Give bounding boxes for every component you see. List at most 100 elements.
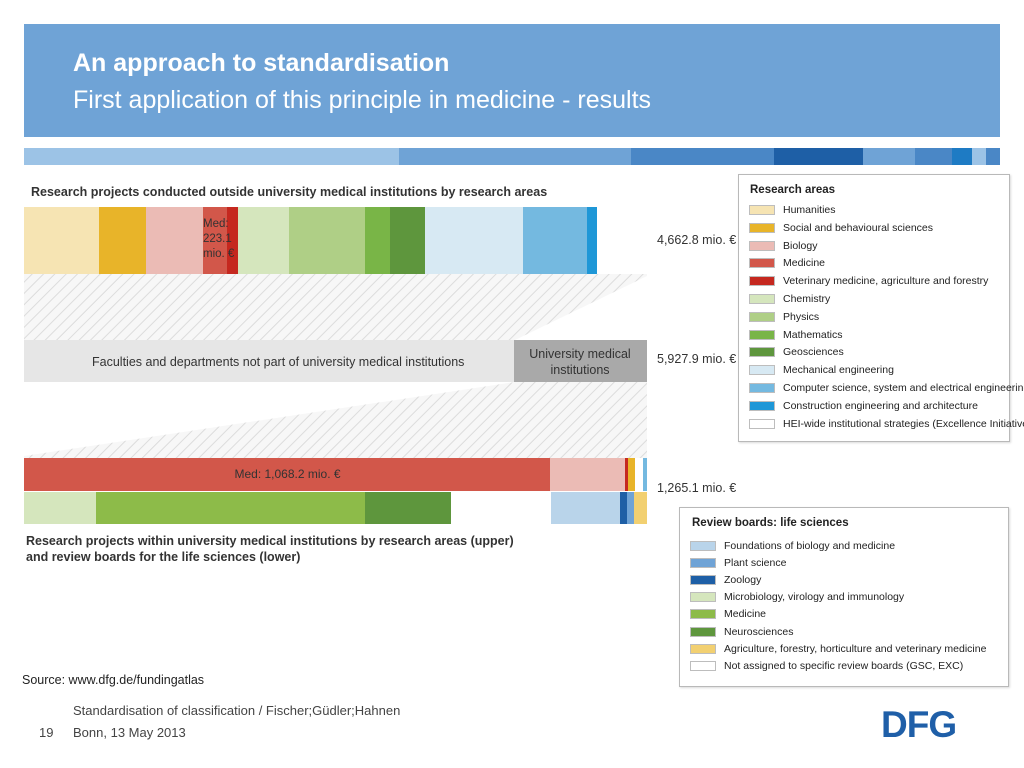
- top-bar-segment-medicine: [202, 207, 228, 274]
- review-board-legend-swatch: [690, 609, 716, 620]
- research-area-legend-item: Computer science, system and electrical …: [749, 382, 1024, 394]
- research-area-legend-label: Biology: [783, 239, 818, 252]
- medical-bar-segment-computer-science-system-and-electrical-engineering: [642, 458, 648, 491]
- bottom-med-label: Med: 1,068.2 mio. €: [234, 467, 341, 481]
- medical-bar-segment-biology: [549, 458, 626, 491]
- research-area-legend-label: Mechanical engineering: [783, 364, 894, 377]
- research-area-legend-swatch: [749, 400, 775, 411]
- research-area-legend-label: Veterinary medicine, agriculture and for…: [783, 275, 989, 288]
- research-areas-legend: Research areas Humanities Social and beha…: [738, 174, 1024, 442]
- lower-connector: [24, 382, 647, 458]
- review-board-legend-swatch: [690, 592, 716, 603]
- research-area-legend-label: Physics: [783, 310, 820, 323]
- research-area-legend-item: Geosciences: [749, 346, 844, 358]
- upper-connector: [24, 274, 647, 340]
- medical-bar-segment-hei-wide-institutional-strategies-excellence-initiative: [634, 458, 644, 491]
- research-area-legend-swatch: [749, 276, 775, 287]
- top-bar-segment-humanities: [24, 207, 100, 274]
- review-board-segment-neurosciences: [364, 492, 452, 524]
- non-medical-label: Faculties and departments not part of un…: [92, 355, 465, 369]
- review-board-legend-swatch: [690, 558, 716, 569]
- slide-title: An approach to standardisation: [73, 49, 450, 77]
- review-board-legend-swatch: [690, 541, 716, 551]
- research-area-legend-item: Physics: [749, 311, 819, 323]
- research-area-legend-swatch: [749, 294, 775, 304]
- stripe-segment: [972, 148, 986, 165]
- review-board-legend-label: Microbiology, virology and immunology: [724, 591, 905, 604]
- research-area-legend-label: Computer science, system and electrical …: [783, 382, 1024, 394]
- medical-research-area-bar: [24, 458, 648, 491]
- slide-header: [24, 24, 1000, 137]
- medical-label-line1: University medical: [529, 347, 631, 361]
- review-board-segment-zoology: [620, 492, 628, 524]
- research-area-legend-item: HEI-wide institutional strategies (Excel…: [749, 418, 1024, 430]
- footer-date: Bonn, 13 May 2013: [73, 725, 186, 740]
- research-area-legend-swatch: [749, 205, 775, 215]
- top-med-label-line3: mio. €: [203, 248, 235, 260]
- stripe-segment: [774, 148, 863, 165]
- top-bar-segment-hei-wide-institutional-strategies-excellence-initiative: [597, 207, 648, 274]
- research-area-legend-label: Social and behavioural sciences: [783, 221, 934, 234]
- review-board-legend-item: Plant science: [690, 557, 786, 569]
- review-board-legend-swatch: [690, 626, 716, 637]
- stripe-segment: [986, 148, 1000, 165]
- research-area-legend-label: Medicine: [783, 257, 826, 270]
- stripe-segment: [631, 148, 774, 165]
- top-med-label-line1: Med:: [203, 218, 229, 230]
- chart-title: Research projects conducted outside univ…: [31, 185, 548, 199]
- research-area-legend-item: Social and behavioural sciences: [749, 222, 933, 234]
- bottom-caption-line1: Research projects within university medi…: [26, 534, 514, 548]
- research-area-legend-item: Mathematics: [749, 329, 843, 341]
- stripe-segment: [24, 148, 399, 165]
- review-board-legend-swatch: [690, 660, 716, 671]
- medical-bar-segment-social-and-behavioural-sciences: [627, 458, 636, 491]
- review-board-legend-swatch: [690, 575, 716, 586]
- research-area-legend-label: Humanities: [783, 204, 836, 216]
- total-funding-bar: [24, 340, 648, 382]
- review-board-segment-foundations-of-biology-and-medicine: [551, 492, 621, 524]
- review-board-legend-item: Not assigned to specific review boards (…: [690, 660, 963, 672]
- top-bar-segment-mechanical-engineering: [425, 207, 524, 274]
- review-board-segment-agriculture-forestry-horticulture-and-veterinary-medicine: [634, 492, 648, 524]
- research-area-legend-item: Medicine: [749, 257, 825, 269]
- review-board-legend-label: Medicine: [724, 608, 767, 621]
- research-area-legend-label: Construction engineering and architectur…: [783, 399, 978, 412]
- total-bar-segment-non-medical: [24, 340, 515, 382]
- research-area-legend-swatch: [749, 222, 775, 233]
- top-bar-segment-social-and-behavioural-sciences: [99, 207, 147, 274]
- top-bar-segment-veterinary-medicine-agriculture-and-forestry: [226, 207, 239, 274]
- bottom-caption: Research projects within university medi…: [26, 533, 514, 565]
- review-board-segment-plant-science: [627, 492, 635, 524]
- total-bar-segment-medical-institutions: [514, 340, 648, 382]
- research-area-legend-swatch: [749, 347, 775, 358]
- top-bar-segment-geosciences: [389, 207, 426, 274]
- slide-subtitle: First application of this principle in m…: [73, 86, 652, 114]
- review-board-legend-item: Foundations of biology and medicine: [690, 540, 895, 552]
- research-area-legend-swatch: [749, 240, 775, 251]
- review-board-segment-medicine: [95, 492, 366, 524]
- review-board-segment-microbiology-virology-and-immunology: [24, 492, 97, 524]
- research-area-legend-item: Veterinary medicine, agriculture and for…: [749, 275, 988, 287]
- dfg-logo: DFG: [881, 704, 957, 745]
- decorative-stripe: [24, 148, 1000, 165]
- review-board-legend-item: Microbiology, virology and immunology: [690, 591, 904, 603]
- review-board-legend-label: Zoology: [724, 574, 762, 587]
- total-bar-label: 5,927.9 mio. €: [657, 352, 737, 366]
- medical-institutions-label: University medical institutions: [520, 346, 640, 378]
- review-board-legend-label: Plant science: [724, 557, 787, 570]
- review-board-legend-item: Medicine: [690, 608, 766, 620]
- medical-bar-segment-medicine: [24, 458, 551, 491]
- research-areas-legend-title: Research areas: [750, 184, 836, 196]
- research-area-legend-item: Chemistry: [749, 293, 830, 305]
- stripe-segment: [915, 148, 952, 165]
- review-board-legend-swatch: [690, 643, 716, 654]
- research-area-legend-label: Geosciences: [783, 346, 844, 359]
- research-area-legend-item: Humanities: [749, 204, 836, 216]
- research-area-legend-item: Mechanical engineering: [749, 364, 894, 376]
- research-area-legend-item: Construction engineering and architectur…: [749, 400, 978, 412]
- top-bar-segment-biology: [145, 207, 204, 274]
- research-area-legend-swatch: [749, 258, 775, 269]
- research-area-legend-swatch: [749, 383, 775, 393]
- review-board-legend-item: Agriculture, forestry, horticulture and …: [690, 643, 986, 655]
